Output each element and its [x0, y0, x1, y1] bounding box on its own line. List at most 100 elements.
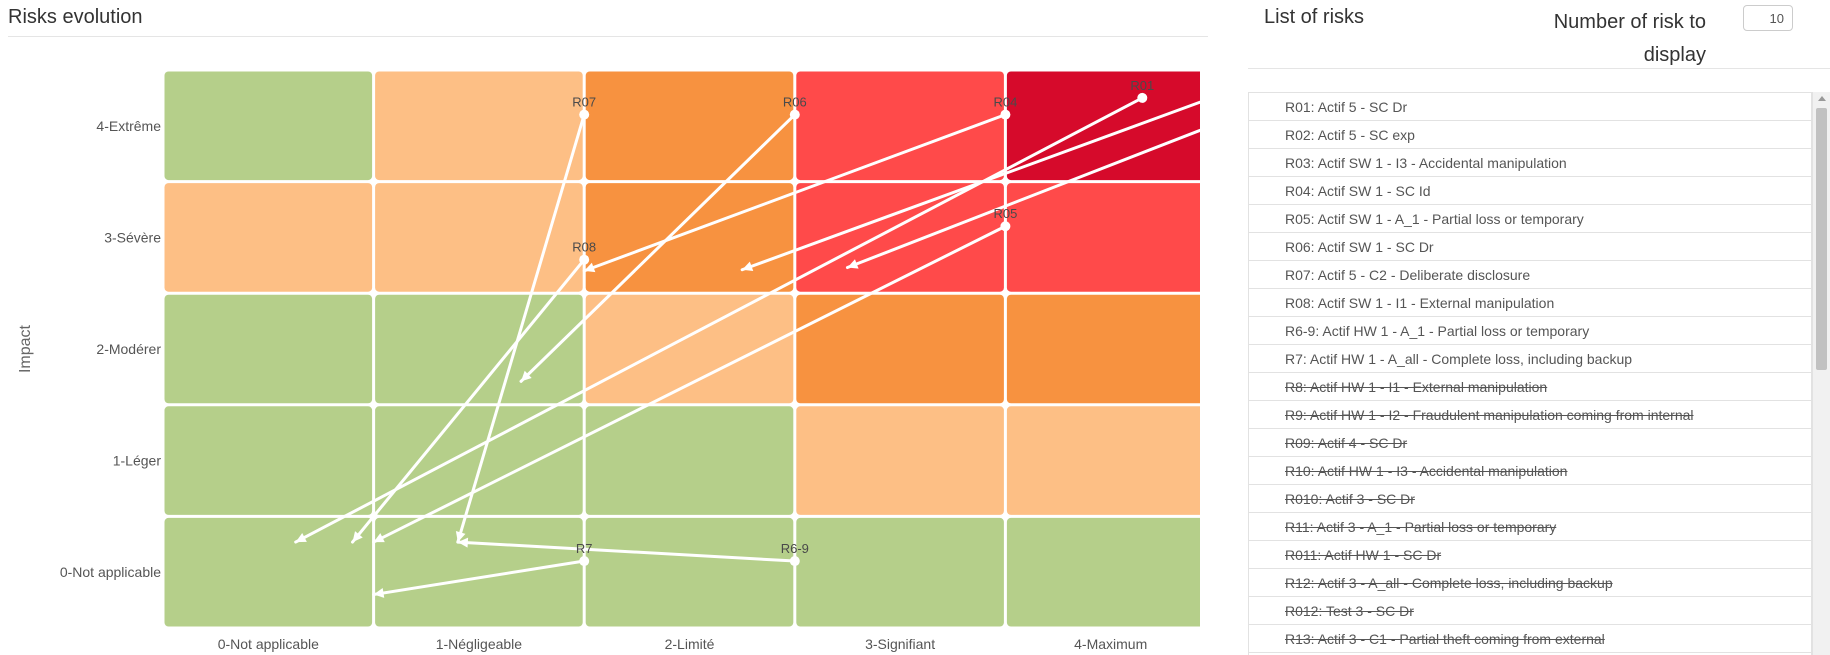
risk-list-item[interactable]: R12: Actif 3 - A_all - Complete loss, in…: [1249, 569, 1811, 597]
scroll-thumb[interactable]: [1816, 108, 1827, 370]
matrix-cell: [585, 406, 794, 515]
risk-current-point[interactable]: [789, 109, 800, 120]
matrix-cell: [1006, 517, 1200, 627]
matrix-cell: [164, 294, 373, 404]
risk-list-item[interactable]: R13: Actif 3 - C1 - Partial theft coming…: [1249, 625, 1811, 653]
risk-current-point[interactable]: [579, 254, 590, 265]
risk-point-label: R06: [783, 95, 807, 110]
risk-count-input[interactable]: [1743, 5, 1793, 31]
risk-arrowhead-icon: [847, 259, 859, 269]
risk-point-label: R7: [576, 541, 593, 556]
risk-arrowhead-icon: [521, 370, 532, 382]
matrix-cell: [375, 71, 583, 181]
risk-arrowhead-icon: [295, 532, 307, 543]
risk-trajectory-line: [456, 113, 586, 544]
risk-current-point[interactable]: [789, 556, 800, 567]
x-tick-label: 3-Signifiant: [865, 636, 935, 652]
matrix-cell: [585, 71, 794, 181]
matrix-cell: [164, 517, 373, 627]
matrix-cell: [164, 406, 373, 515]
risk-list[interactable]: R01: Actif 5 - SC Dr R02: Actif 5 - SC ex…: [1248, 92, 1812, 655]
risk-trajectory-line: [582, 113, 1007, 273]
risk-current-point[interactable]: [579, 109, 590, 120]
risk-arrowhead-icon: [352, 531, 363, 543]
y-axis-label: Impact: [17, 324, 34, 373]
matrix-cell: [375, 517, 583, 627]
matrix-cell: [585, 517, 794, 627]
matrix-cell: [796, 183, 1004, 292]
risk-point-label: R07: [572, 95, 596, 110]
matrix-cell: [796, 71, 1004, 181]
risk-list-item[interactable]: R7: Actif HW 1 - A_all - Complete loss, …: [1249, 345, 1811, 373]
risk-arrowhead-icon: [742, 261, 754, 272]
matrix-cell: [1006, 406, 1200, 515]
matrix-cell: [796, 406, 1004, 515]
matrix-cell: [796, 517, 1004, 627]
matrix-cell: [164, 183, 373, 292]
risk-arrowhead-icon: [373, 533, 385, 543]
risk-arrowhead-icon: [455, 531, 466, 543]
risk-point-label: R01: [1130, 78, 1154, 93]
risk-list-item[interactable]: R10: Actif HW 1 - I3 - Accidental manipu…: [1249, 457, 1811, 485]
risk-trajectory-line: [456, 540, 797, 563]
risk-trajectory-line: [351, 258, 586, 544]
risk-list-item[interactable]: R05: Actif SW 1 - A_1 - Partial loss or …: [1249, 205, 1811, 233]
x-tick-label: 0-Not applicable: [218, 636, 319, 652]
x-tick-label: 1-Négligeable: [436, 636, 523, 652]
risk-trajectory-line: [740, 100, 1200, 272]
matrix-cell: [1006, 294, 1200, 404]
risk-list-item[interactable]: R012: Test 3 - SC Dr: [1249, 597, 1811, 625]
risk-point-label: R6-9: [781, 541, 809, 556]
risk-count-label: Number of risk to display: [1553, 11, 1706, 66]
matrix-cell: [1006, 183, 1200, 292]
y-tick-label: 1-Léger: [113, 453, 162, 469]
matrix-cell: [375, 406, 583, 515]
x-tick-label: 2-Limité: [665, 636, 715, 652]
risk-current-point[interactable]: [1000, 109, 1011, 120]
risk-trajectory-line: [294, 96, 1144, 544]
matrix-cell: [375, 183, 583, 292]
risk-list-item[interactable]: R07: Actif 5 - C2 - Deliberate disclosur…: [1249, 261, 1811, 289]
risk-list-item[interactable]: R6-9: Actif HW 1 - A_1 - Partial loss or…: [1249, 317, 1811, 345]
risk-list-item[interactable]: R011: Actif HW 1 - SC Dr: [1249, 541, 1811, 569]
risk-current-point[interactable]: [1000, 221, 1011, 232]
risk-list-item[interactable]: R8: Actif HW 1 - I1 - External manipulat…: [1249, 373, 1811, 401]
matrix-cell: [1006, 71, 1200, 181]
risk-list-item[interactable]: R04: Actif SW 1 - SC Id: [1249, 177, 1811, 205]
risk-point-label: R08: [572, 240, 596, 255]
y-tick-label: 0-Not applicable: [60, 564, 161, 580]
chart-title: Risks evolution: [8, 6, 143, 28]
right-divider: [1248, 68, 1830, 69]
risk-current-point[interactable]: [579, 556, 590, 567]
matrix-cell: [164, 71, 373, 181]
risk-list-item[interactable]: R9: Actif HW 1 - I2 - Fraudulent manipul…: [1249, 401, 1811, 429]
risk-list-item[interactable]: R09: Actif 4 - SC Dr: [1249, 429, 1811, 457]
risk-current-point[interactable]: [1137, 92, 1148, 103]
risk-trajectory-line: [372, 559, 586, 597]
risk-list-item[interactable]: R01: Actif 5 - SC Dr: [1249, 93, 1811, 121]
scroll-up-icon[interactable]: [1818, 96, 1826, 101]
y-tick-label: 4-Extrême: [96, 118, 161, 134]
risk-arrowhead-icon: [373, 588, 385, 598]
risk-arrowhead-icon: [584, 262, 596, 273]
risk-list-scrollbar[interactable]: [1812, 92, 1830, 655]
risk-arrowhead-icon: [457, 537, 469, 548]
left-divider: [8, 36, 1208, 37]
y-tick-label: 2-Modérer: [96, 341, 161, 357]
risk-list-item[interactable]: R03: Actif SW 1 - I3 - Accidental manipu…: [1249, 149, 1811, 177]
y-tick-label: 3-Sévère: [104, 229, 161, 245]
risk-list-item[interactable]: R08: Actif SW 1 - I1 - External manipula…: [1249, 289, 1811, 317]
x-tick-label: 4-Maximum: [1074, 636, 1147, 652]
matrix-cell: [796, 294, 1004, 404]
risk-point-label: R05: [993, 206, 1017, 221]
risk-list-item[interactable]: R02: Actif 5 - SC exp: [1249, 121, 1811, 149]
matrix-cell: [585, 294, 794, 404]
matrix-cell: [585, 183, 794, 292]
matrix-cell: [375, 294, 583, 404]
risk-list-item[interactable]: R11: Actif 3 - A_1 - Partial loss or tem…: [1249, 513, 1811, 541]
risk-list-item[interactable]: R010: Actif 3 - SC Dr: [1249, 485, 1811, 513]
risk-trajectory-line: [845, 128, 1200, 270]
risk-point-label: R04: [993, 95, 1017, 110]
risk-list-item[interactable]: R06: Actif SW 1 - SC Dr: [1249, 233, 1811, 261]
risk-list-title: List of risks: [1264, 6, 1365, 28]
